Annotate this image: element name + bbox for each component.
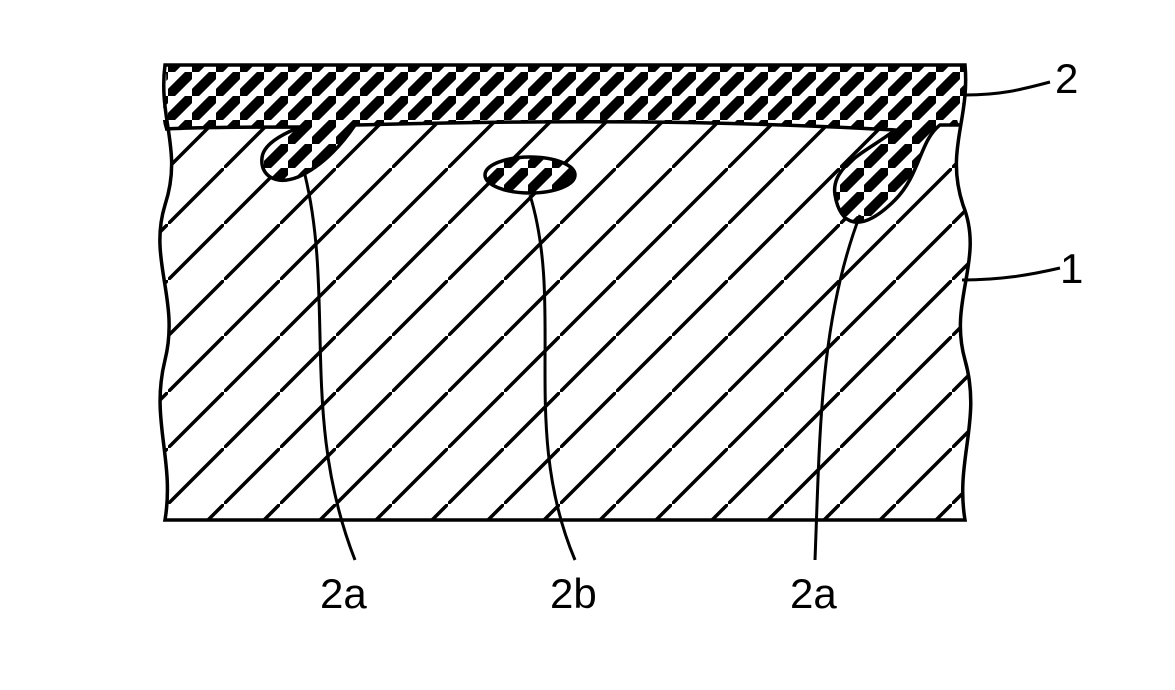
label-2: 2: [1055, 55, 1078, 103]
leader-2: [965, 82, 1050, 95]
label-2a-right: 2a: [790, 570, 837, 618]
label-1: 1: [1060, 245, 1083, 293]
leader-1: [962, 268, 1060, 280]
label-2b: 2b: [550, 570, 597, 618]
label-2a-left: 2a: [320, 570, 367, 618]
